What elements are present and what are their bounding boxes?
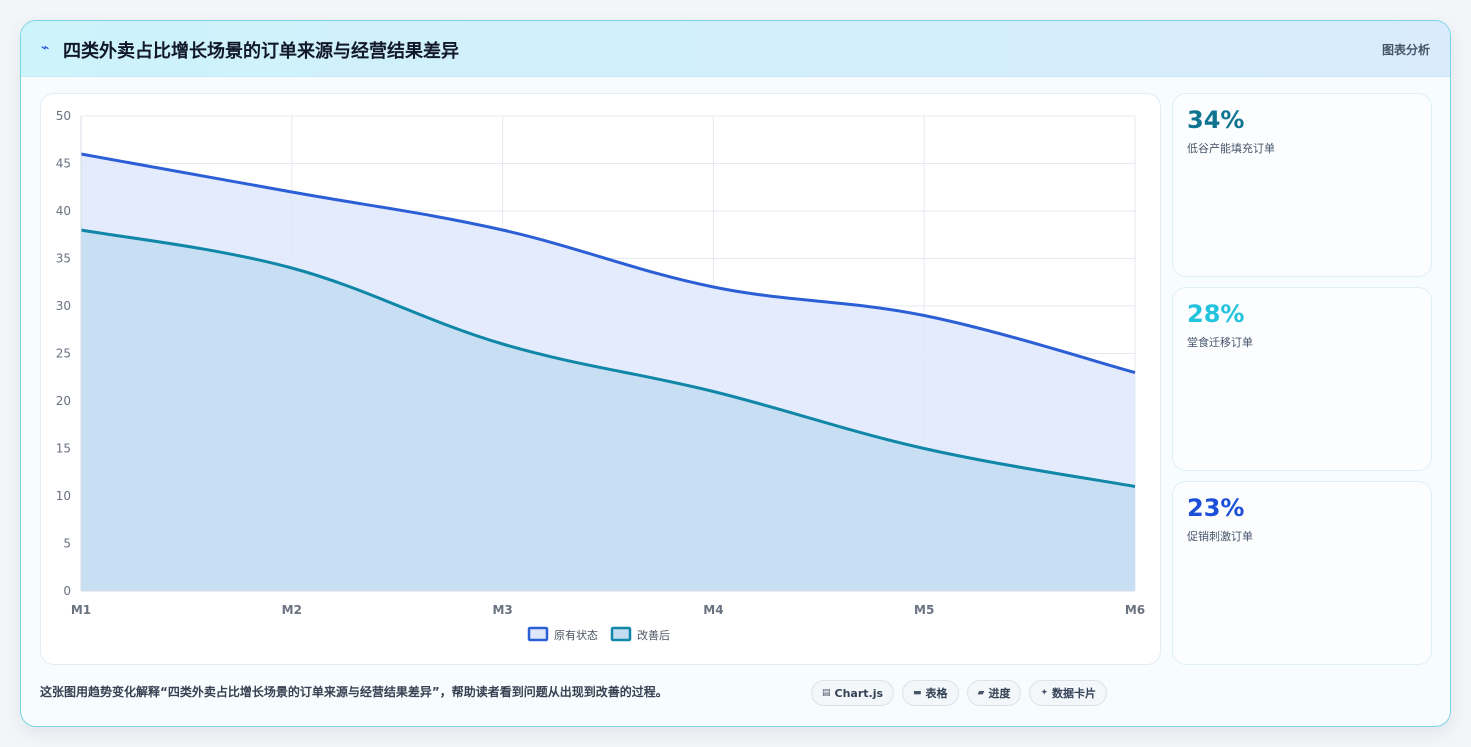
stat-card-3: 23% 促销刺激订单 <box>1172 481 1432 665</box>
card-header: ⌁ 四类外卖占比增长场景的订单来源与经营结果差异 图表分析 <box>21 21 1450 77</box>
area-chart: 0 5 10 15 20 25 30 35 40 45 50 M1 M2 M3 M4 M5 M6 原有状态 改善后 <box>56 109 1145 642</box>
x-tick-label: M6 <box>1125 603 1145 617</box>
table-icon: ▬ <box>913 688 922 698</box>
chip-data-card[interactable]: ✦ 数据卡片 <box>1029 680 1108 706</box>
chart-panel: 0 5 10 15 20 25 30 35 40 45 50 M1 M2 M3 M4 M5 M6 原有状态 改善后 <box>40 93 1161 665</box>
y-tick-label: 50 <box>56 109 71 123</box>
series-area-2 <box>81 230 1135 591</box>
y-tick-label: 5 <box>63 537 71 551</box>
x-tick-label: M5 <box>914 603 934 617</box>
page-title: 四类外卖占比增长场景的订单来源与经营结果差异 <box>63 41 459 62</box>
x-tick-label: M4 <box>703 603 723 617</box>
y-tick-label: 10 <box>56 489 71 503</box>
progress-icon: ▰ <box>977 688 985 698</box>
stat-value-2: 28% <box>1187 300 1245 328</box>
y-tick-label: 20 <box>56 394 71 408</box>
legend-swatch-1 <box>527 626 549 642</box>
chart-icon: ▤ <box>822 688 831 698</box>
stat-value-3: 23% <box>1187 494 1245 522</box>
trend-icon: ⌁ <box>41 40 50 56</box>
stat-label-2: 堂食迁移订单 <box>1187 336 1253 349</box>
chart-description: 这张图用趋势变化解释“四类外卖占比增长场景的订单来源与经营结果差异”，帮助读者看… <box>40 685 668 699</box>
y-tick-label: 30 <box>56 299 71 313</box>
legend-label-1: 原有状态 <box>554 628 598 642</box>
stat-label-3: 促销刺激订单 <box>1187 530 1253 543</box>
stat-value-1: 34% <box>1187 106 1245 134</box>
x-tick-label: M1 <box>71 603 91 617</box>
chip-label: 进度 <box>988 687 1011 700</box>
stat-card-1: 34% 低谷产能填充订单 <box>1172 93 1432 277</box>
y-tick-label: 0 <box>63 584 71 598</box>
y-tick-label: 25 <box>56 347 71 361</box>
chip-label: 表格 <box>925 687 948 700</box>
chip-chartjs[interactable]: ▤ Chart.js <box>811 680 895 706</box>
chip-label: 数据卡片 <box>1052 687 1097 700</box>
stat-label-1: 低谷产能填充订单 <box>1187 142 1275 155</box>
stat-card-2: 28% 堂食迁移订单 <box>1172 287 1432 471</box>
legend-swatch-2 <box>610 626 632 642</box>
x-tick-label: M3 <box>492 603 512 617</box>
legend-label-2: 改善后 <box>637 628 670 642</box>
y-tick-label: 45 <box>56 157 71 171</box>
y-tick-label: 35 <box>56 252 71 266</box>
tech-chips: ▤ Chart.js ▬ 表格 ▰ 进度 ✦ 数据卡片 <box>811 680 1108 706</box>
chart-card: ⌁ 四类外卖占比增长场景的订单来源与经营结果差异 图表分析 0 5 10 15 20 25… <box>20 20 1451 727</box>
x-tick-label: M2 <box>282 603 302 617</box>
chip-label: Chart.js <box>834 686 884 700</box>
chip-table[interactable]: ▬ 表格 <box>902 680 959 706</box>
chip-progress[interactable]: ▰ 进度 <box>966 680 1022 706</box>
y-tick-label: 15 <box>56 442 71 456</box>
y-tick-label: 40 <box>56 204 71 218</box>
series-line-1 <box>80 152 1136 374</box>
series-line-2 <box>80 228 1136 488</box>
sparkle-icon: ✦ <box>1040 688 1049 698</box>
header-tag: 图表分析 <box>1381 43 1430 57</box>
